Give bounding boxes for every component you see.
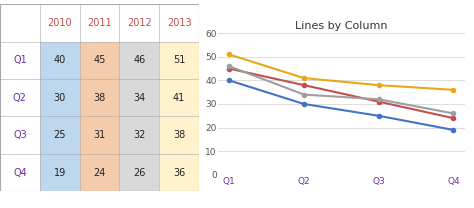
- Text: 36: 36: [173, 168, 185, 178]
- Line: 2011: 2011: [227, 67, 456, 120]
- 2012: [450, 112, 456, 115]
- 2012: [376, 98, 382, 100]
- Title: Lines by Column: Lines by Column: [295, 21, 388, 31]
- Text: 25: 25: [54, 130, 66, 140]
- 2011: [301, 84, 307, 86]
- Text: 31: 31: [93, 130, 106, 140]
- Text: Q3: Q3: [13, 130, 27, 140]
- Text: 40: 40: [54, 55, 66, 65]
- Text: 34: 34: [133, 93, 146, 103]
- Line: 2010: 2010: [227, 78, 456, 132]
- Text: 46: 46: [133, 55, 146, 65]
- Text: 2011: 2011: [87, 18, 112, 28]
- Bar: [159, 42, 199, 191]
- 2013: [227, 53, 232, 56]
- 2012: [227, 65, 232, 68]
- Text: 24: 24: [93, 168, 106, 178]
- 2011: [227, 67, 232, 70]
- 2010: [376, 115, 382, 117]
- 2013: [376, 84, 382, 86]
- Text: 38: 38: [173, 130, 185, 140]
- 2011: [376, 100, 382, 103]
- Text: 38: 38: [93, 93, 106, 103]
- 2012: [301, 93, 307, 96]
- 2010: [301, 103, 307, 105]
- Text: 2010: 2010: [47, 18, 72, 28]
- Text: Q2: Q2: [13, 93, 27, 103]
- Text: 2013: 2013: [167, 18, 191, 28]
- Line: 2012: 2012: [227, 64, 456, 115]
- Text: 26: 26: [133, 168, 146, 178]
- Text: 30: 30: [54, 93, 66, 103]
- Text: 45: 45: [93, 55, 106, 65]
- 2011: [450, 117, 456, 119]
- Text: Q1: Q1: [13, 55, 27, 65]
- Bar: [40, 42, 80, 191]
- Text: 41: 41: [173, 93, 185, 103]
- 2010: [227, 79, 232, 82]
- Bar: [119, 42, 159, 191]
- 2010: [450, 129, 456, 131]
- Text: Q4: Q4: [13, 168, 27, 178]
- Line: 2013: 2013: [227, 52, 456, 92]
- Text: 32: 32: [133, 130, 146, 140]
- 2013: [301, 77, 307, 79]
- Bar: [80, 42, 119, 191]
- Text: 51: 51: [173, 55, 185, 65]
- 2013: [450, 89, 456, 91]
- Text: 19: 19: [54, 168, 66, 178]
- Text: 2012: 2012: [127, 18, 152, 28]
